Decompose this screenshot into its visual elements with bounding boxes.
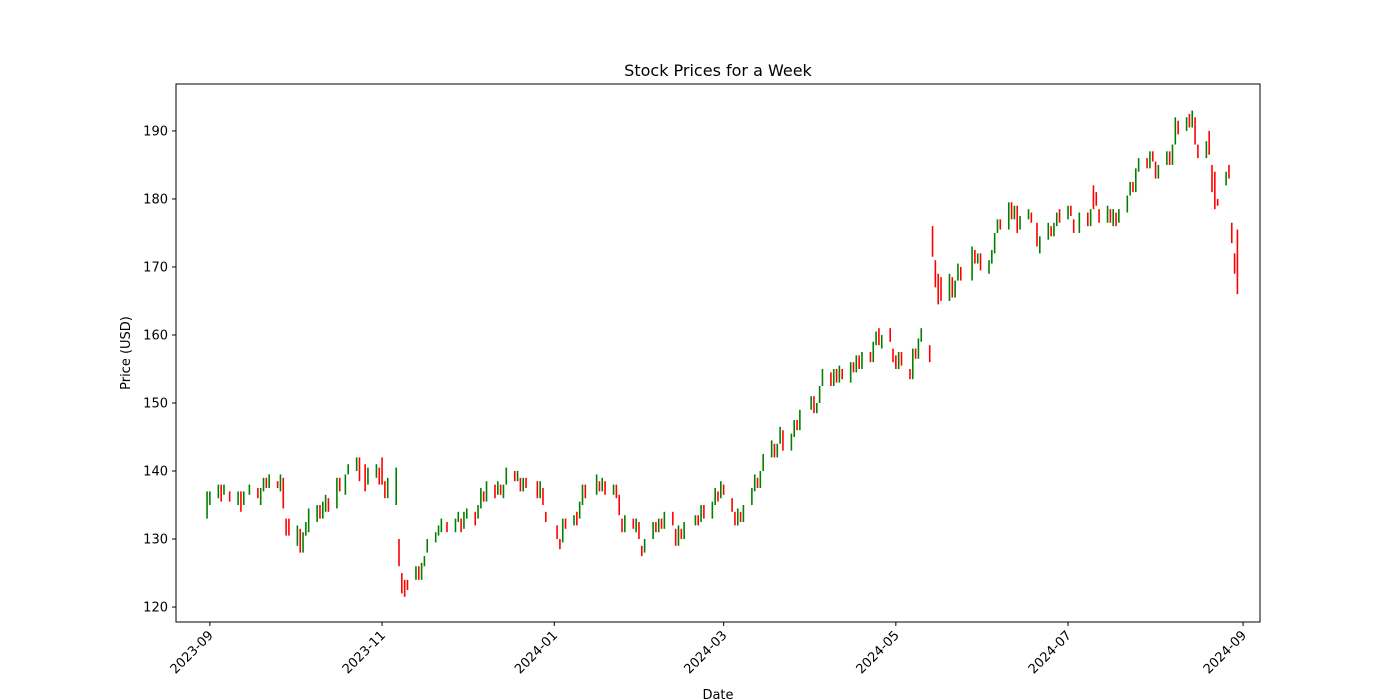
x-tick-label: 2024-09 bbox=[1201, 628, 1250, 677]
x-tick-label: 2024-03 bbox=[681, 628, 730, 677]
y-tick-label: 160 bbox=[143, 328, 168, 343]
x-tick-label: 2024-05 bbox=[854, 628, 903, 677]
y-tick-label: 150 bbox=[143, 396, 168, 411]
chart-title: Stock Prices for a Week bbox=[624, 61, 812, 80]
y-axis-title: Price (USD) bbox=[119, 316, 134, 390]
x-tick-label: 2023-09 bbox=[168, 628, 217, 677]
x-tick-label: 2024-07 bbox=[1026, 628, 1075, 677]
y-tick-label: 170 bbox=[143, 260, 168, 275]
x-tick-label: 2024-01 bbox=[512, 628, 561, 677]
candle-bars bbox=[206, 110, 1239, 597]
y-tick-label: 120 bbox=[143, 601, 168, 616]
y-tick-label: 140 bbox=[143, 465, 168, 480]
y-tick-label: 130 bbox=[143, 533, 168, 548]
y-tick-label: 180 bbox=[143, 192, 168, 207]
x-axis: 2023-09 2023-11 2024-01 2024-03 2024-05 2024-… bbox=[168, 622, 1250, 677]
x-tick-label: 2023-11 bbox=[340, 628, 389, 677]
y-axis: 120 130 140 150 160 170 180 190 bbox=[143, 124, 176, 616]
y-tick-label: 190 bbox=[143, 124, 168, 139]
plot-area bbox=[206, 110, 1239, 597]
x-axis-title: Date bbox=[702, 688, 733, 700]
axes-frame bbox=[175, 83, 1261, 623]
